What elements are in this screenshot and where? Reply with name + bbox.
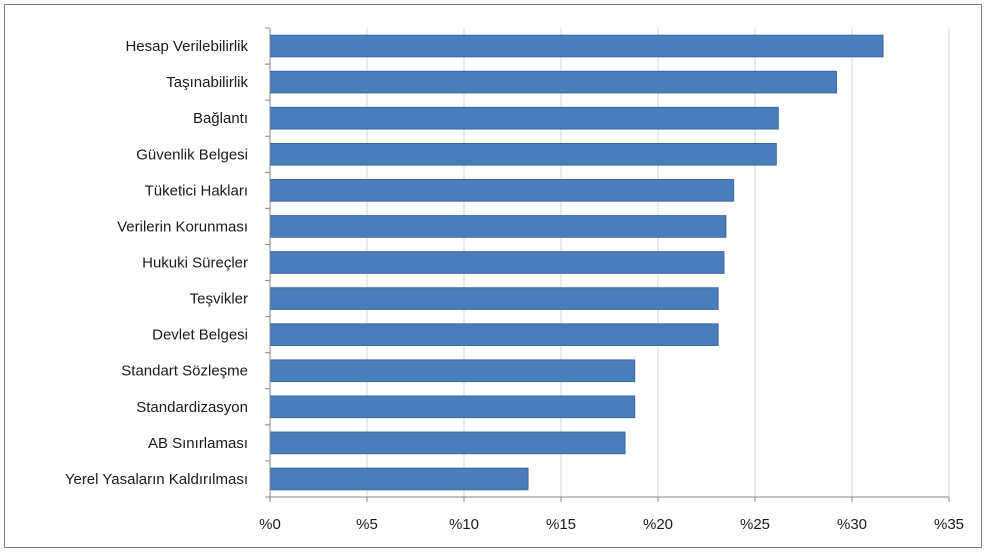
- category-label: AB Sınırlaması: [148, 435, 248, 452]
- x-tick-label: %30: [837, 516, 867, 533]
- x-tick-label: %35: [934, 516, 964, 533]
- bar: [269, 251, 725, 274]
- x-tick-label: %20: [643, 516, 673, 533]
- x-tick-label: %5: [356, 516, 378, 533]
- bar: [269, 34, 884, 58]
- category-label: Yerel Yasaların Kaldırılması: [65, 471, 248, 488]
- chart-frame: [4, 4, 982, 548]
- bar: [269, 106, 779, 130]
- category-label: Teşvikler: [190, 291, 248, 308]
- category-label: Taşınabilirlik: [166, 74, 248, 91]
- category-label: Devlet Belgesi: [152, 327, 248, 344]
- bar: [269, 215, 727, 238]
- bar: [269, 287, 719, 310]
- category-label: Standardizasyon: [136, 399, 248, 416]
- bar: [269, 431, 626, 455]
- category-label: Verilerin Korunması: [117, 218, 248, 235]
- bar: [269, 467, 529, 491]
- category-label: Standart Sözleşme: [121, 363, 248, 380]
- x-tick-label: %0: [259, 516, 281, 533]
- x-tick-label: %15: [546, 516, 576, 533]
- bar: [269, 142, 777, 166]
- x-tick-label: %10: [449, 516, 479, 533]
- category-label: Güvenlik Belgesi: [136, 146, 248, 163]
- category-label: Bağlantı: [193, 110, 248, 127]
- bar: [269, 179, 735, 202]
- bar: [269, 323, 719, 346]
- x-tick-label: %25: [740, 516, 770, 533]
- bar: [269, 359, 636, 383]
- category-label: Tüketici Hakları: [145, 182, 248, 199]
- category-label: Hesap Verilebilirlik: [125, 38, 248, 55]
- bar: [269, 70, 837, 94]
- category-label: Hukuki Süreçler: [142, 255, 248, 272]
- bar: [269, 395, 636, 419]
